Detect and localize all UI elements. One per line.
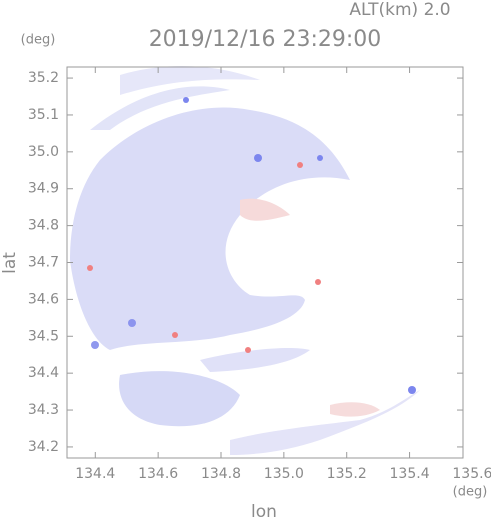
y-tick-label: 35.1 (28, 107, 59, 123)
x-tick-label: 135.4 (390, 466, 430, 482)
x-tick-label: 135.6 (452, 466, 491, 482)
echo-speck (317, 155, 323, 161)
echo-area (119, 371, 240, 427)
radar-echo (70, 65, 420, 455)
y-axis-label: lat (0, 252, 20, 274)
y-tick-label: 34.8 (28, 218, 59, 234)
echo-area (120, 65, 260, 95)
echo-speck (245, 347, 251, 353)
x-unit: (deg) (453, 485, 488, 500)
x-tick-label: 134.4 (75, 466, 115, 482)
echo-speck (172, 332, 178, 338)
echo-speck (254, 154, 262, 162)
echo-speck (128, 319, 136, 327)
echo-speck (87, 265, 93, 271)
y-tick-label: 35.2 (28, 70, 59, 86)
echo-area (90, 86, 230, 130)
y-tick-label: 34.9 (28, 181, 59, 197)
echo-area (240, 198, 290, 221)
x-tick-label: 134.6 (138, 466, 178, 482)
echo-area (200, 348, 310, 372)
y-tick-label: 34.6 (28, 291, 59, 307)
y-unit: (deg) (21, 33, 56, 48)
echo-speck (315, 279, 321, 285)
echo-area (230, 390, 420, 455)
y-tick-label: 34.3 (28, 402, 59, 418)
y-tick-label: 34.2 (28, 439, 59, 455)
echo-speck (183, 97, 189, 103)
chart-title: 2019/12/16 23:29:00 (149, 27, 382, 52)
y-tick-label: 34.4 (28, 365, 59, 381)
x-axis-label: lon (251, 502, 277, 521)
y-tick-label: 35.0 (28, 144, 59, 160)
echo-speck (91, 341, 99, 349)
echo-area (70, 107, 350, 350)
x-tick-label: 135.0 (264, 466, 304, 482)
y-tick-label: 34.7 (28, 255, 59, 271)
echo-speck (297, 162, 303, 168)
x-tick-label: 135.2 (327, 466, 367, 482)
altitude-label: ALT(km) 2.0 (349, 0, 450, 20)
echo-speck (408, 386, 416, 394)
y-tick-label: 34.5 (28, 328, 59, 344)
x-tick-label: 134.8 (201, 466, 241, 482)
echo-area (330, 402, 380, 417)
